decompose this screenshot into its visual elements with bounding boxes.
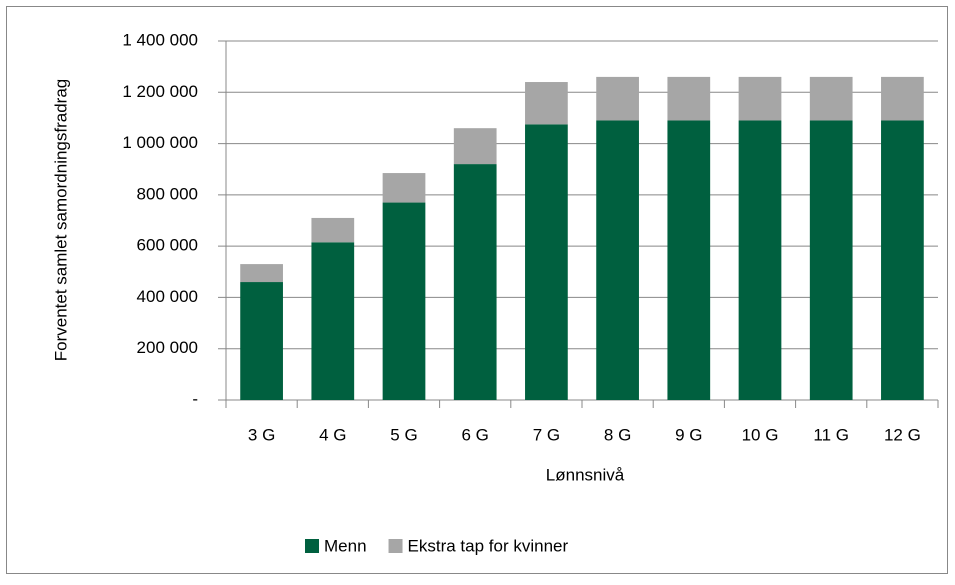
bar-segment [596, 120, 639, 400]
bar-segment [667, 120, 711, 400]
x-tick-label: 3 G [248, 425, 275, 444]
y-tick-label: - [192, 389, 198, 408]
bar-segment [453, 128, 497, 165]
legend-label: Ekstra tap for kvinner [408, 536, 569, 555]
bar-segment [738, 120, 782, 400]
bar-segment [809, 76, 853, 121]
bar-segment [382, 202, 426, 400]
bar-segment [311, 242, 355, 400]
x-tick-label: 8 G [604, 425, 631, 444]
x-tick-label: 10 G [742, 425, 779, 444]
bar-segment [382, 173, 426, 203]
bar-segment [881, 120, 924, 400]
y-tick-label: 400 000 [137, 287, 198, 306]
x-tick-label: 7 G [533, 425, 560, 444]
bar-segment [240, 282, 283, 400]
bar-segment [667, 76, 711, 121]
bar-segment [453, 164, 497, 400]
y-axis-label: Forventet samlet samordningsfradrag [51, 79, 70, 362]
bar-segment [738, 76, 782, 121]
y-tick-label: 1 000 000 [122, 133, 198, 152]
x-tick-label: 9 G [675, 425, 702, 444]
y-tick-label: 800 000 [137, 184, 198, 203]
x-axis-label: Lønnsnivå [546, 465, 625, 484]
legend-label: Menn [324, 536, 367, 555]
x-tick-label: 6 G [461, 425, 488, 444]
y-tick-label: 200 000 [137, 338, 198, 357]
bar-segment [240, 264, 283, 283]
bar-segment [525, 124, 568, 400]
y-tick-label: 1 200 000 [122, 82, 198, 101]
legend-swatch [305, 539, 319, 553]
bar-segment [809, 120, 853, 400]
bar-segment [881, 76, 924, 121]
bar-segment [596, 76, 639, 121]
x-tick-label: 5 G [390, 425, 417, 444]
bar-segment [525, 82, 568, 125]
y-tick-label: 600 000 [137, 236, 198, 255]
x-tick-label: 11 G [813, 425, 849, 444]
bar-segment [311, 217, 355, 243]
x-tick-label: 4 G [319, 425, 346, 444]
legend-swatch [388, 539, 403, 553]
x-tick-label: 12 G [884, 425, 921, 444]
y-tick-label: 1 400 000 [122, 30, 198, 49]
